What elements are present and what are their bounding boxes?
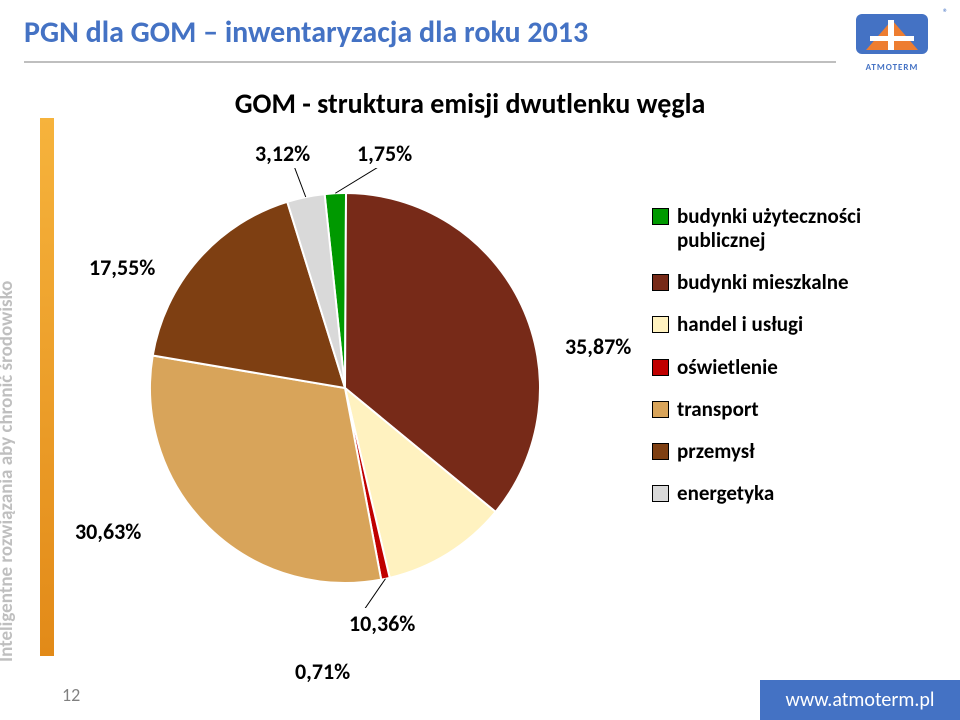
pie-label-przem: 17,55% [89, 254, 155, 281]
legend-swatch [652, 443, 669, 460]
legend-label: budynki mieszkalne [677, 270, 849, 294]
brand-name: ATMOTERM [866, 62, 919, 73]
legend-item-handel: handel i usługi [652, 312, 932, 336]
chart-legend: budynki użyteczności publicznej budynki m… [652, 204, 932, 523]
legend-swatch [652, 208, 669, 225]
brand-logo: ® ATMOTERM [838, 8, 946, 76]
legend-swatch [652, 274, 669, 291]
legend-label: przemysł [677, 439, 755, 463]
legend-swatch [652, 359, 669, 376]
pie-label-energ: 3,12% [255, 140, 310, 167]
legend-label: oświetlenie [677, 355, 778, 379]
vertical-tagline: Inteligentne rozwiązania aby chronić śro… [0, 281, 18, 662]
legend-label: handel i usługi [677, 312, 803, 336]
pie-label-handel: 10,36% [349, 610, 415, 637]
header-rule [24, 61, 836, 63]
legend-label: budynki użyteczności publicznej [677, 204, 932, 252]
legend-item-miesz: budynki mieszkalne [652, 270, 932, 294]
registered-icon: ® [943, 6, 948, 19]
pie-label-miesz: 35,87% [565, 333, 631, 360]
chart-title: GOM - struktura emisji dwutlenku węgla [170, 86, 770, 121]
legend-item-publ: budynki użyteczności publicznej [652, 204, 932, 252]
atmoterm-logo-icon [852, 8, 932, 60]
footer-url: www.atmoterm.pl [760, 680, 960, 720]
pie-chart: 1,75%35,87%10,36%0,71%30,63%17,55%3,12% [125, 168, 565, 608]
legend-swatch [652, 401, 669, 418]
legend-item-energ: energetyka [652, 481, 932, 505]
page-number: 12 [62, 684, 80, 706]
pie-label-trans: 30,63% [75, 518, 141, 545]
legend-swatch [652, 316, 669, 333]
legend-item-przem: przemysł [652, 439, 932, 463]
legend-item-osw: oświetlenie [652, 355, 932, 379]
legend-label: energetyka [677, 481, 774, 505]
legend-label: transport [677, 397, 759, 421]
pie-label-osw: 0,71% [295, 658, 350, 685]
accent-bar [40, 118, 54, 656]
legend-swatch [652, 485, 669, 502]
pie-label-publ: 1,75% [357, 140, 412, 167]
legend-item-trans: transport [652, 397, 932, 421]
page-title: PGN dla GOM – inwentaryzacja dla roku 20… [24, 14, 960, 51]
